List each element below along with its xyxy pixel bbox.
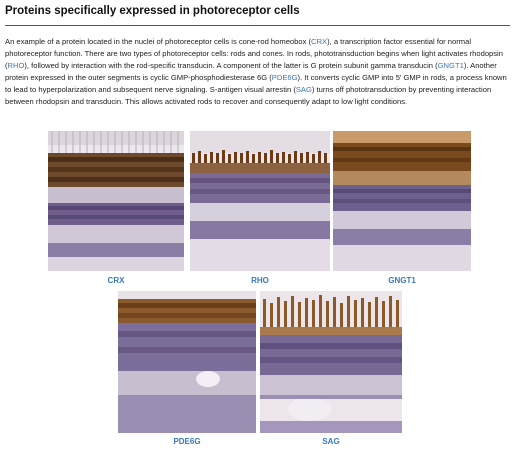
intro-text: ) turns off phototransduction by prevent…: [5, 85, 492, 107]
title-divider: [5, 25, 510, 26]
sag-caption[interactable]: SAG: [322, 437, 340, 446]
intro-text: ), followed by interaction with the rod-…: [24, 61, 438, 71]
page-title: Proteins specifically expressed in photo…: [5, 5, 300, 17]
crx-caption[interactable]: CRX: [107, 276, 125, 285]
pde6g-caption[interactable]: PDE6G: [173, 437, 201, 446]
pde6g-link[interactable]: PDE6G: [271, 73, 298, 83]
crx-tissue-image[interactable]: [48, 131, 184, 271]
intro-text: ). Another protein expressed in the oute…: [5, 61, 497, 83]
intro-text: An example of a protein located in the n…: [5, 37, 312, 46]
sag-link[interactable]: SAG: [295, 85, 312, 95]
sag-tissue-image[interactable]: [260, 291, 402, 433]
intro-paragraph: An example of a protein located in the n…: [5, 36, 511, 109]
gngt1-link[interactable]: GNGT1: [437, 61, 464, 71]
pde6g-tissue-image[interactable]: [118, 291, 256, 433]
gngt1-caption[interactable]: GNGT1: [388, 276, 416, 285]
rho-tissue-image[interactable]: [190, 131, 330, 271]
crx-link[interactable]: CRX: [311, 37, 328, 46]
gngt1-tissue-image[interactable]: [333, 131, 471, 271]
rho-caption[interactable]: RHO: [251, 276, 269, 285]
rho-link[interactable]: RHO: [7, 61, 25, 71]
intro-text: ). It converts cyclic GMP into 5' GMP in…: [5, 73, 507, 95]
intro-text: ), a transcription factor essential for …: [5, 37, 503, 71]
